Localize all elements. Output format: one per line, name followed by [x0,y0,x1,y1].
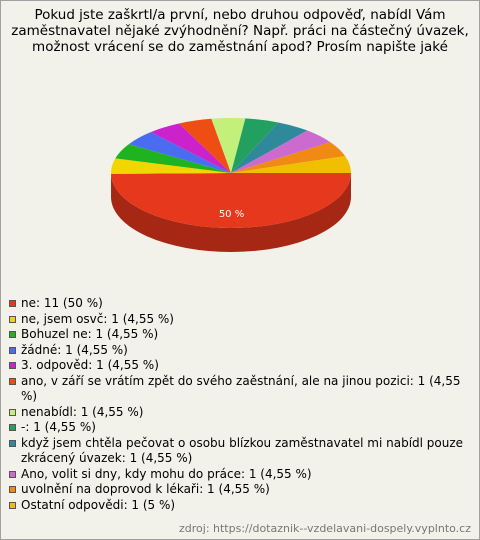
legend-label: Ano, volit si dny, kdy mohu do práce: 1 … [21,466,312,481]
legend-item: Ostatní odpovědi: 1 (5 %) [9,498,467,514]
pie-chart: 50 % [111,118,352,253]
legend-swatch [9,300,16,307]
slice [150,123,231,173]
legend-item: Ano, volit si dny, kdy mohu do práce: 1 … [9,467,467,483]
legend-swatch [9,408,16,416]
legend-item: když jsem chtěla pečovat o osobu blízkou… [9,436,467,467]
legend-swatch [9,377,16,385]
legend-label: -: 1 (4,55 %) [21,420,96,434]
legend-swatch [9,346,16,354]
legend-label: Bohuzel ne: 1 (4,55 %) [21,327,159,341]
legend-label: ne: 11 (50 %) [21,296,103,310]
legend-label: nenabídl: 1 (4,55 %) [21,404,144,419]
slice-side [111,173,352,253]
legend-swatch [9,501,16,509]
legend-swatch [9,439,16,447]
slice-label: 50 % [219,209,244,220]
legend-label: 3. odpověd: 1 (4,55 %) [21,358,159,372]
slice [178,118,231,173]
legend-swatch [9,486,16,493]
legend-item: žádné: 1 (4,55 %) [9,343,467,359]
legend-swatch [9,362,16,369]
source: zdroj: https://dotaznik--vzdelavani-dosp… [179,522,471,535]
legend-item: nenabídl: 1 (4,55 %) [9,405,467,421]
legend-item: ne, jsem osvč: 1 (4,55 %) [9,312,467,328]
slice [111,158,231,174]
legend-item: uvolnění na doprovod k lékaři: 1 (4,55 %… [9,482,467,498]
slice [111,173,352,229]
legend-item: 3. odpověd: 1 (4,55 %) [9,358,467,374]
slice [231,130,331,173]
slice [231,142,346,173]
slice [231,118,279,173]
legend: ne: 11 (50 %) ne, jsem osvč: 1 (4,55 %) Bo… [9,296,467,513]
legend-label: ano, v září se vrátím zpět do svého zaěs… [21,373,461,404]
legend-swatch [9,470,16,478]
legend-swatch [9,331,16,338]
legend-item: Bohuzel ne: 1 (4,55 %) [9,327,467,343]
legend-item: ne: 11 (50 %) [9,296,467,312]
slice [211,118,246,173]
legend-label: uvolnění na doprovod k lékaři: 1 (4,55 %… [21,482,270,496]
legend-label: žádné: 1 (4,55 %) [21,342,128,357]
legend-swatch [9,315,16,323]
legend-item: ano, v září se vrátím zpět do svého zaěs… [9,374,467,405]
legend-label: Ostatní odpovědi: 1 (5 %) [21,497,176,512]
slice [231,156,351,173]
slice [128,132,231,173]
legend-swatch [9,424,16,431]
slice [115,144,231,173]
legend-label: když jsem chtěla pečovat o osobu blízkou… [21,435,464,466]
legend-item: -: 1 (4,55 %) [9,420,467,436]
slice [231,122,308,173]
chart-title: Pokud jste zaškrtl/a první, nebo druhou … [11,7,469,55]
legend-label: ne, jsem osvč: 1 (4,55 %) [21,311,174,326]
